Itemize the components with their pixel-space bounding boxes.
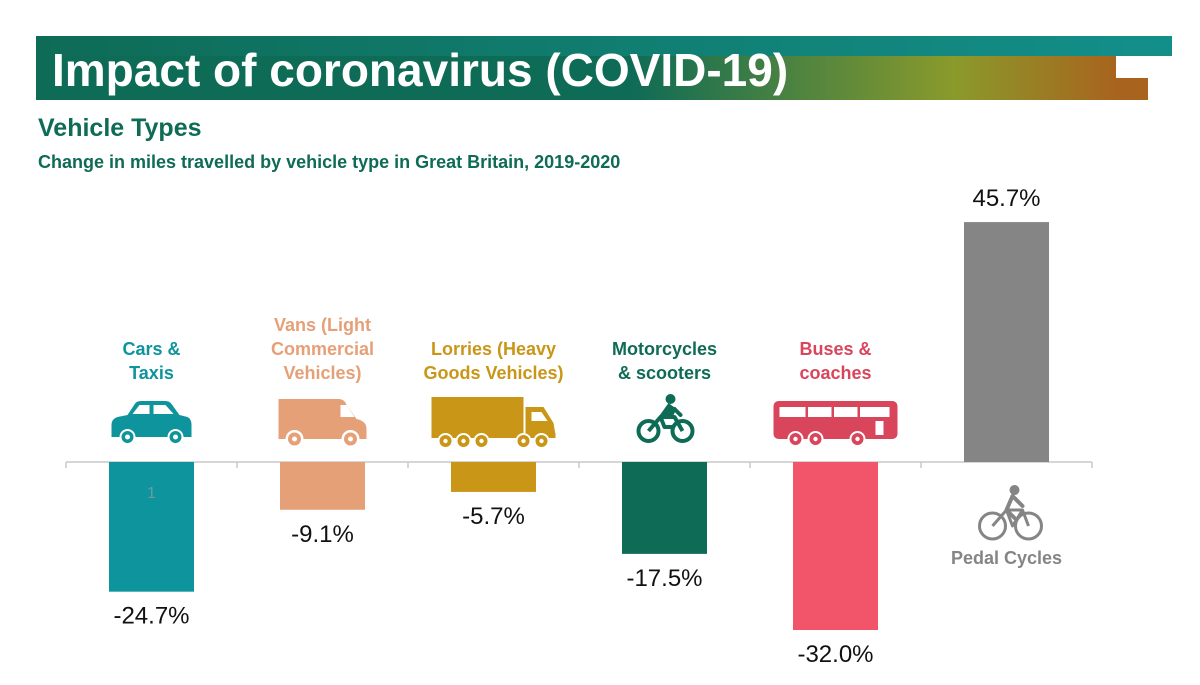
lorry-icon (431, 397, 556, 449)
category-label-buses-coaches: Buses & (799, 339, 871, 359)
category-label-buses-coaches: coaches (799, 363, 871, 383)
category-label-motorcycles-scooters: Motorcycles (612, 339, 717, 359)
category-label-pedal-cycles: Pedal Cycles (951, 548, 1062, 568)
bar-cars-taxis (109, 462, 194, 592)
category-label-lorries-heavy-goods-vehicles: Lorries (Heavy (431, 339, 556, 359)
category-label-motorcycles-scooters: & scooters (618, 363, 711, 383)
category-label-lorries-heavy-goods-vehicles: Goods Vehicles) (423, 363, 563, 383)
bar-vans-light-commercial-vehicles (280, 462, 365, 510)
value-label-motorcycles-scooters: -17.5% (626, 565, 702, 592)
category-label-vans-light-commercial-vehicles: Vehicles) (283, 363, 361, 383)
bar-buses-coaches (793, 462, 878, 630)
bar-motorcycles-scooters (622, 462, 707, 554)
value-label-pedal-cycles: 45.7% (972, 185, 1040, 212)
value-label-cars-taxis: -24.7% (113, 603, 189, 630)
chart-description: Change in miles travelled by vehicle typ… (38, 152, 621, 172)
motorcycle-icon (636, 394, 695, 443)
bar-annotation: 1 (147, 485, 156, 502)
chart-subtitle: Vehicle Types (38, 114, 202, 142)
category-label-vans-light-commercial-vehicles: Vans (Light (274, 315, 371, 335)
bicycle-icon (978, 485, 1043, 541)
category-label-cars-taxis: Cars & (122, 339, 180, 359)
bus-icon (773, 401, 898, 447)
value-label-buses-coaches: -32.0% (797, 641, 873, 668)
category-label-vans-light-commercial-vehicles: Commercial (271, 339, 374, 359)
category-label-cars-taxis: Taxis (129, 363, 174, 383)
value-label-lorries-heavy-goods-vehicles: -5.7% (462, 503, 525, 530)
bar-pedal-cycles (964, 222, 1049, 462)
page-title: Impact of coronavirus (COVID-19) (52, 44, 789, 96)
car-icon (111, 401, 192, 445)
van-icon (278, 399, 367, 448)
bar-lorries-heavy-goods-vehicles (451, 462, 536, 492)
title-banner (36, 36, 1172, 100)
value-label-vans-light-commercial-vehicles: -9.1% (291, 521, 354, 548)
